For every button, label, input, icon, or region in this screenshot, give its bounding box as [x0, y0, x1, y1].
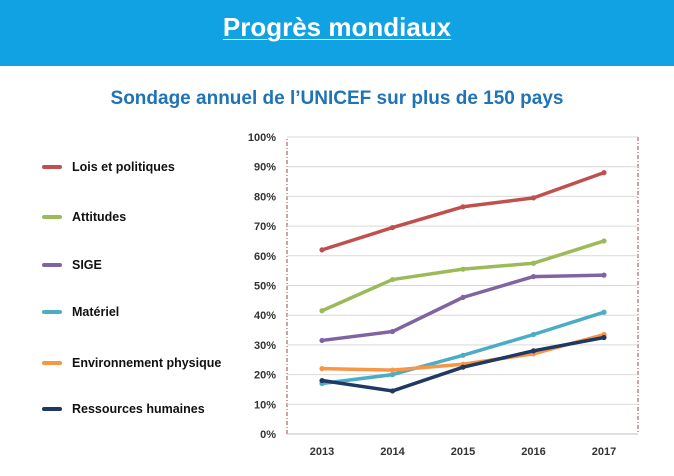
data-point-ressources-humaines [601, 334, 607, 341]
series-line-sige [320, 273, 606, 343]
legend-item: Ressources humaines [42, 399, 205, 419]
legend-swatch [42, 310, 62, 314]
data-point-environnement-physique [389, 367, 396, 373]
data-point-sige [530, 273, 537, 280]
legend-item: Attitudes [42, 207, 126, 227]
data-point-ressources-humaines [319, 377, 325, 384]
data-point-materiel [601, 309, 607, 315]
y-tick-label: 50% [254, 281, 276, 293]
data-point-lois-et-politiques [389, 224, 396, 231]
data-point-ressources-humaines [530, 348, 537, 354]
chart-legend: Lois et politiques Attitudes SIGE Matéri… [42, 152, 257, 432]
legend-label: SIGE [72, 258, 102, 272]
y-tick-label: 80% [254, 191, 276, 203]
legend-swatch [42, 263, 62, 267]
data-point-environnement-physique [319, 366, 325, 372]
legend-item: Lois et politiques [42, 157, 175, 177]
data-point-sige [389, 328, 396, 335]
data-point-sige [601, 272, 607, 278]
y-tick-label: 30% [254, 340, 276, 352]
data-point-materiel [389, 372, 396, 378]
y-tick-label: 20% [254, 370, 276, 382]
legend-item: Matériel [42, 302, 119, 322]
x-tick-label: 2016 [521, 446, 545, 458]
data-point-sige [319, 337, 325, 344]
series-line-lois-et-politiques [320, 170, 606, 252]
legend-label: Lois et politiques [72, 160, 175, 174]
data-point-lois-et-politiques [460, 204, 466, 210]
legend-swatch [42, 165, 62, 169]
data-point-materiel [530, 331, 537, 338]
page-title: Progrès mondiaux [222, 12, 452, 42]
legend-swatch [42, 361, 62, 365]
legend-label: Attitudes [72, 210, 127, 224]
legend-label: Environnement physique [72, 356, 222, 370]
data-point-attitudes [460, 266, 466, 272]
data-point-attitudes [389, 276, 396, 283]
y-tick-label: 70% [254, 221, 276, 233]
data-point-materiel [460, 352, 466, 358]
legend-item: Environnement physique [42, 353, 221, 373]
legend-swatch [42, 215, 62, 219]
chart-title: Sondage annuel de l’UNICEF sur plus de 1… [110, 88, 564, 109]
x-tick-label: 2017 [592, 446, 616, 458]
y-tick-label: 90% [254, 162, 276, 174]
data-point-ressources-humaines [460, 364, 466, 370]
y-tick-label: 100% [248, 132, 276, 144]
legend-swatch [42, 407, 62, 411]
data-point-lois-et-politiques [530, 195, 537, 201]
title-banner: Progrès mondiaux [0, 0, 674, 66]
data-point-attitudes [530, 260, 537, 266]
y-tick-label: 40% [254, 310, 276, 322]
x-tick-label: 2013 [310, 446, 334, 458]
data-point-lois-et-politiques [601, 170, 607, 176]
y-tick-label: 0% [260, 429, 276, 441]
legend-label: Matériel [72, 305, 120, 319]
data-point-lois-et-politiques [319, 247, 325, 253]
data-point-attitudes [601, 238, 607, 244]
y-tick-label: 60% [254, 251, 276, 263]
x-tick-label: 2015 [451, 446, 475, 458]
legend-label: Ressources humaines [72, 402, 205, 416]
y-tick-label: 10% [254, 399, 276, 411]
data-point-sige [460, 294, 466, 300]
data-point-ressources-humaines [389, 388, 396, 394]
x-tick-label: 2014 [380, 446, 405, 458]
legend-item: SIGE [42, 255, 102, 275]
data-point-attitudes [319, 308, 325, 314]
